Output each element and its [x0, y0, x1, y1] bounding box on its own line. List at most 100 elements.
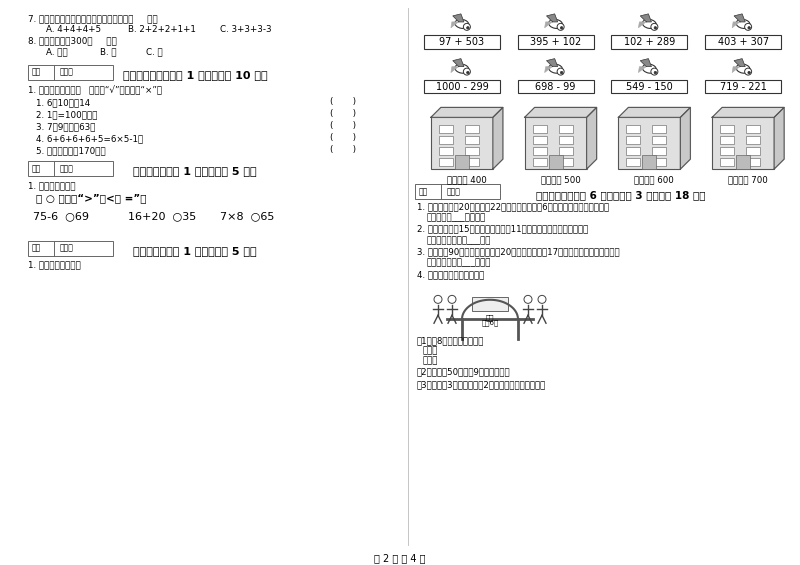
Text: 七、连一连（共 1 大题，共计 5 分）: 七、连一连（共 1 大题，共计 5 分）: [133, 246, 257, 255]
Text: 答：每组有___名同学。: 答：每组有___名同学。: [427, 213, 486, 222]
Text: 五、判断对与错（共 1 大题，共计 10 分）: 五、判断对与错（共 1 大题，共计 10 分）: [122, 69, 267, 80]
Text: 3. 7个9相加得63。: 3. 7个9相加得63。: [36, 123, 95, 131]
Bar: [525, 118, 586, 169]
Bar: [746, 125, 760, 133]
Bar: [533, 125, 546, 133]
Polygon shape: [638, 67, 646, 73]
Text: 4. 星期日同学们去游乐园。: 4. 星期日同学们去游乐园。: [417, 271, 484, 280]
Text: 得分: 得分: [32, 68, 42, 77]
Text: 乘法：: 乘法：: [423, 346, 438, 355]
Circle shape: [524, 295, 532, 303]
Text: 403 + 307: 403 + 307: [718, 37, 769, 47]
Text: 答：图书馆还有___本书。: 答：图书馆还有___本书。: [427, 259, 491, 268]
Bar: [611, 80, 687, 93]
Text: 第 2 页 共 4 页: 第 2 页 共 4 页: [374, 553, 426, 563]
Ellipse shape: [455, 64, 469, 73]
Polygon shape: [680, 107, 690, 169]
Ellipse shape: [748, 71, 750, 74]
Bar: [28, 241, 113, 255]
Polygon shape: [638, 22, 646, 28]
Bar: [455, 155, 469, 169]
Bar: [626, 158, 640, 166]
Ellipse shape: [651, 23, 658, 31]
Ellipse shape: [654, 71, 657, 74]
Polygon shape: [431, 107, 503, 118]
Bar: [518, 80, 594, 93]
Bar: [626, 125, 640, 133]
Ellipse shape: [466, 27, 469, 29]
Bar: [465, 147, 479, 155]
Bar: [533, 158, 546, 166]
Ellipse shape: [455, 19, 469, 28]
Polygon shape: [640, 14, 651, 22]
Bar: [720, 158, 734, 166]
Bar: [28, 161, 113, 176]
Ellipse shape: [745, 23, 752, 31]
Polygon shape: [493, 107, 503, 169]
Bar: [558, 147, 573, 155]
Text: 698 - 99: 698 - 99: [535, 81, 576, 92]
Ellipse shape: [736, 19, 750, 28]
Text: C. 米: C. 米: [146, 47, 162, 56]
Text: 7. 下列算式中不可以改写成乘法算式的是（     ）。: 7. 下列算式中不可以改写成乘法算式的是（ ）。: [28, 14, 158, 23]
Text: 得数大约 500: 得数大约 500: [541, 175, 581, 184]
Bar: [626, 147, 640, 155]
Text: 2. 二一班有女生15人，男生比女生夐11人，问二一班有学生多少人？: 2. 二一班有女生15人，男生比女生夐11人，问二一班有学生多少人？: [417, 225, 588, 234]
Polygon shape: [525, 107, 597, 118]
Bar: [558, 158, 573, 166]
Text: 得分: 得分: [32, 244, 42, 253]
Text: 评卷人: 评卷人: [60, 68, 74, 77]
Polygon shape: [774, 107, 784, 169]
Bar: [465, 125, 479, 133]
Text: （1）抄8张门票用多少元？: （1）抄8张门票用多少元？: [417, 336, 484, 345]
Text: (       ): ( ): [330, 133, 356, 142]
Polygon shape: [734, 59, 745, 67]
Bar: [431, 118, 493, 169]
Text: (       ): ( ): [330, 97, 356, 106]
Bar: [415, 184, 500, 199]
Text: 评卷人: 评卷人: [60, 244, 74, 253]
Text: 答：二一班有学生___人。: 答：二一班有学生___人。: [427, 236, 491, 245]
Bar: [736, 155, 750, 169]
Bar: [652, 136, 666, 144]
Bar: [549, 155, 562, 169]
Polygon shape: [545, 67, 553, 73]
Text: 16+20  ○35: 16+20 ○35: [128, 211, 196, 221]
Circle shape: [434, 295, 442, 303]
Polygon shape: [732, 67, 740, 73]
Bar: [720, 136, 734, 144]
Ellipse shape: [549, 64, 562, 73]
Polygon shape: [586, 107, 597, 169]
Ellipse shape: [736, 64, 750, 73]
Text: 549 - 150: 549 - 150: [626, 81, 673, 92]
Ellipse shape: [642, 19, 656, 28]
Bar: [465, 158, 479, 166]
Ellipse shape: [654, 27, 657, 29]
Text: A. 4+4+4+5: A. 4+4+4+5: [46, 25, 101, 34]
Bar: [642, 155, 656, 169]
Text: A. 厘米: A. 厘米: [46, 47, 68, 56]
Bar: [439, 147, 453, 155]
Polygon shape: [734, 14, 745, 22]
Text: 719 - 221: 719 - 221: [720, 81, 766, 92]
Polygon shape: [545, 22, 553, 28]
Polygon shape: [640, 59, 651, 67]
Circle shape: [448, 295, 456, 303]
Bar: [705, 35, 781, 49]
Bar: [720, 125, 734, 133]
Text: 4. 6+6+6+6+5=6×5-1。: 4. 6+6+6+6+5=6×5-1。: [36, 134, 143, 144]
Circle shape: [538, 295, 546, 303]
Text: 得数大约 700: 得数大约 700: [728, 175, 768, 184]
Text: (       ): ( ): [330, 145, 356, 154]
Polygon shape: [732, 22, 740, 28]
Text: (       ): ( ): [330, 121, 356, 130]
Text: 97 + 503: 97 + 503: [439, 37, 485, 47]
Text: 加法：: 加法：: [423, 356, 438, 365]
Ellipse shape: [560, 71, 563, 74]
Bar: [611, 35, 687, 49]
Ellipse shape: [463, 23, 470, 31]
Text: 1. 我会判断大小。: 1. 我会判断大小。: [28, 181, 76, 190]
Bar: [439, 158, 453, 166]
Bar: [533, 147, 546, 155]
Bar: [439, 125, 453, 133]
